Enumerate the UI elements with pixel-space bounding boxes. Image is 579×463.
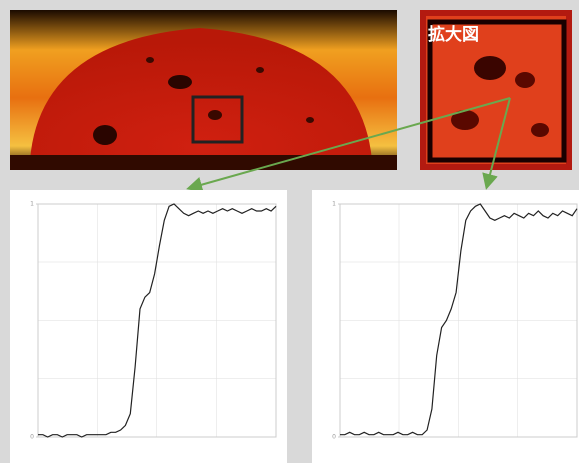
plot-area	[340, 204, 577, 437]
figure: 拡大図 0 1 0 1	[0, 0, 579, 463]
plot-area	[38, 204, 276, 437]
zoom-label: 拡大図	[428, 24, 479, 45]
zoom-image: 拡大図	[420, 10, 572, 170]
y-tick-label: 0	[332, 434, 336, 441]
page: {"label": "拡大図", "chart_data": [ {"type"…	[0, 0, 579, 463]
y-tick-label: 0	[30, 434, 34, 441]
y-tick-label: 1	[30, 201, 34, 208]
y-tick-label: 1	[332, 201, 336, 208]
